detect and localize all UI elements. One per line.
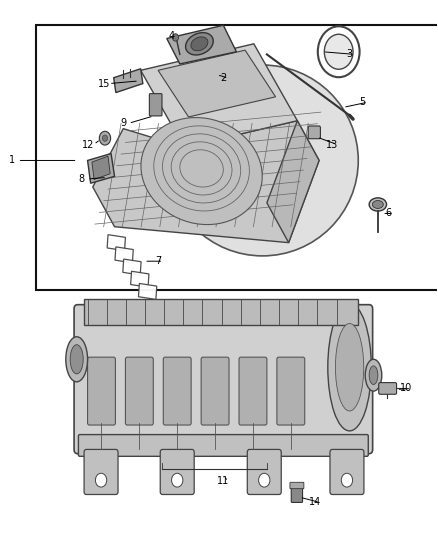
FancyBboxPatch shape: [291, 484, 303, 503]
Polygon shape: [267, 120, 319, 243]
Circle shape: [102, 135, 108, 141]
Ellipse shape: [328, 304, 371, 431]
FancyBboxPatch shape: [290, 482, 304, 489]
FancyBboxPatch shape: [160, 449, 194, 495]
Text: 14: 14: [309, 497, 321, 507]
FancyBboxPatch shape: [84, 449, 118, 495]
Circle shape: [172, 473, 183, 487]
Text: 2: 2: [220, 73, 226, 83]
Polygon shape: [131, 271, 149, 287]
Text: 12: 12: [82, 140, 95, 150]
Polygon shape: [107, 235, 125, 251]
Circle shape: [258, 473, 270, 487]
Text: 4: 4: [168, 31, 174, 41]
Text: 9: 9: [120, 118, 126, 128]
Text: 11: 11: [217, 477, 230, 486]
Circle shape: [95, 473, 107, 487]
Ellipse shape: [70, 345, 83, 374]
Text: 10: 10: [400, 383, 412, 393]
Polygon shape: [88, 154, 115, 183]
FancyBboxPatch shape: [201, 357, 229, 425]
Bar: [36, 25, 438, 290]
Ellipse shape: [141, 118, 262, 224]
FancyBboxPatch shape: [330, 449, 364, 495]
FancyBboxPatch shape: [88, 357, 116, 425]
Text: 6: 6: [386, 208, 392, 219]
Polygon shape: [167, 25, 237, 64]
Polygon shape: [114, 69, 143, 93]
Text: 7: 7: [155, 256, 161, 266]
Ellipse shape: [167, 65, 358, 256]
Circle shape: [99, 131, 111, 145]
Polygon shape: [141, 44, 297, 147]
FancyBboxPatch shape: [239, 357, 267, 425]
Circle shape: [173, 34, 179, 41]
FancyBboxPatch shape: [125, 357, 153, 425]
Polygon shape: [158, 50, 276, 117]
Ellipse shape: [365, 359, 382, 391]
Ellipse shape: [369, 366, 378, 384]
Polygon shape: [138, 284, 157, 300]
Ellipse shape: [369, 198, 387, 211]
FancyBboxPatch shape: [308, 126, 321, 139]
FancyBboxPatch shape: [277, 357, 305, 425]
FancyBboxPatch shape: [163, 357, 191, 425]
FancyBboxPatch shape: [247, 449, 281, 495]
Polygon shape: [115, 247, 133, 263]
FancyBboxPatch shape: [84, 300, 358, 325]
FancyBboxPatch shape: [74, 305, 373, 454]
FancyBboxPatch shape: [149, 94, 162, 116]
Ellipse shape: [66, 337, 88, 382]
Text: 15: 15: [98, 78, 110, 88]
Ellipse shape: [372, 200, 383, 208]
Text: 13: 13: [326, 140, 338, 150]
Polygon shape: [123, 259, 141, 275]
Circle shape: [341, 473, 353, 487]
Text: 3: 3: [346, 50, 353, 59]
Ellipse shape: [191, 37, 208, 51]
Polygon shape: [92, 156, 110, 180]
Text: 5: 5: [360, 97, 366, 107]
FancyBboxPatch shape: [379, 383, 396, 394]
FancyBboxPatch shape: [78, 434, 368, 456]
Text: 1: 1: [9, 156, 15, 165]
Circle shape: [318, 26, 360, 77]
Ellipse shape: [186, 33, 213, 55]
Text: 8: 8: [79, 174, 85, 184]
Circle shape: [324, 34, 353, 69]
Ellipse shape: [336, 324, 364, 411]
Polygon shape: [93, 120, 319, 243]
